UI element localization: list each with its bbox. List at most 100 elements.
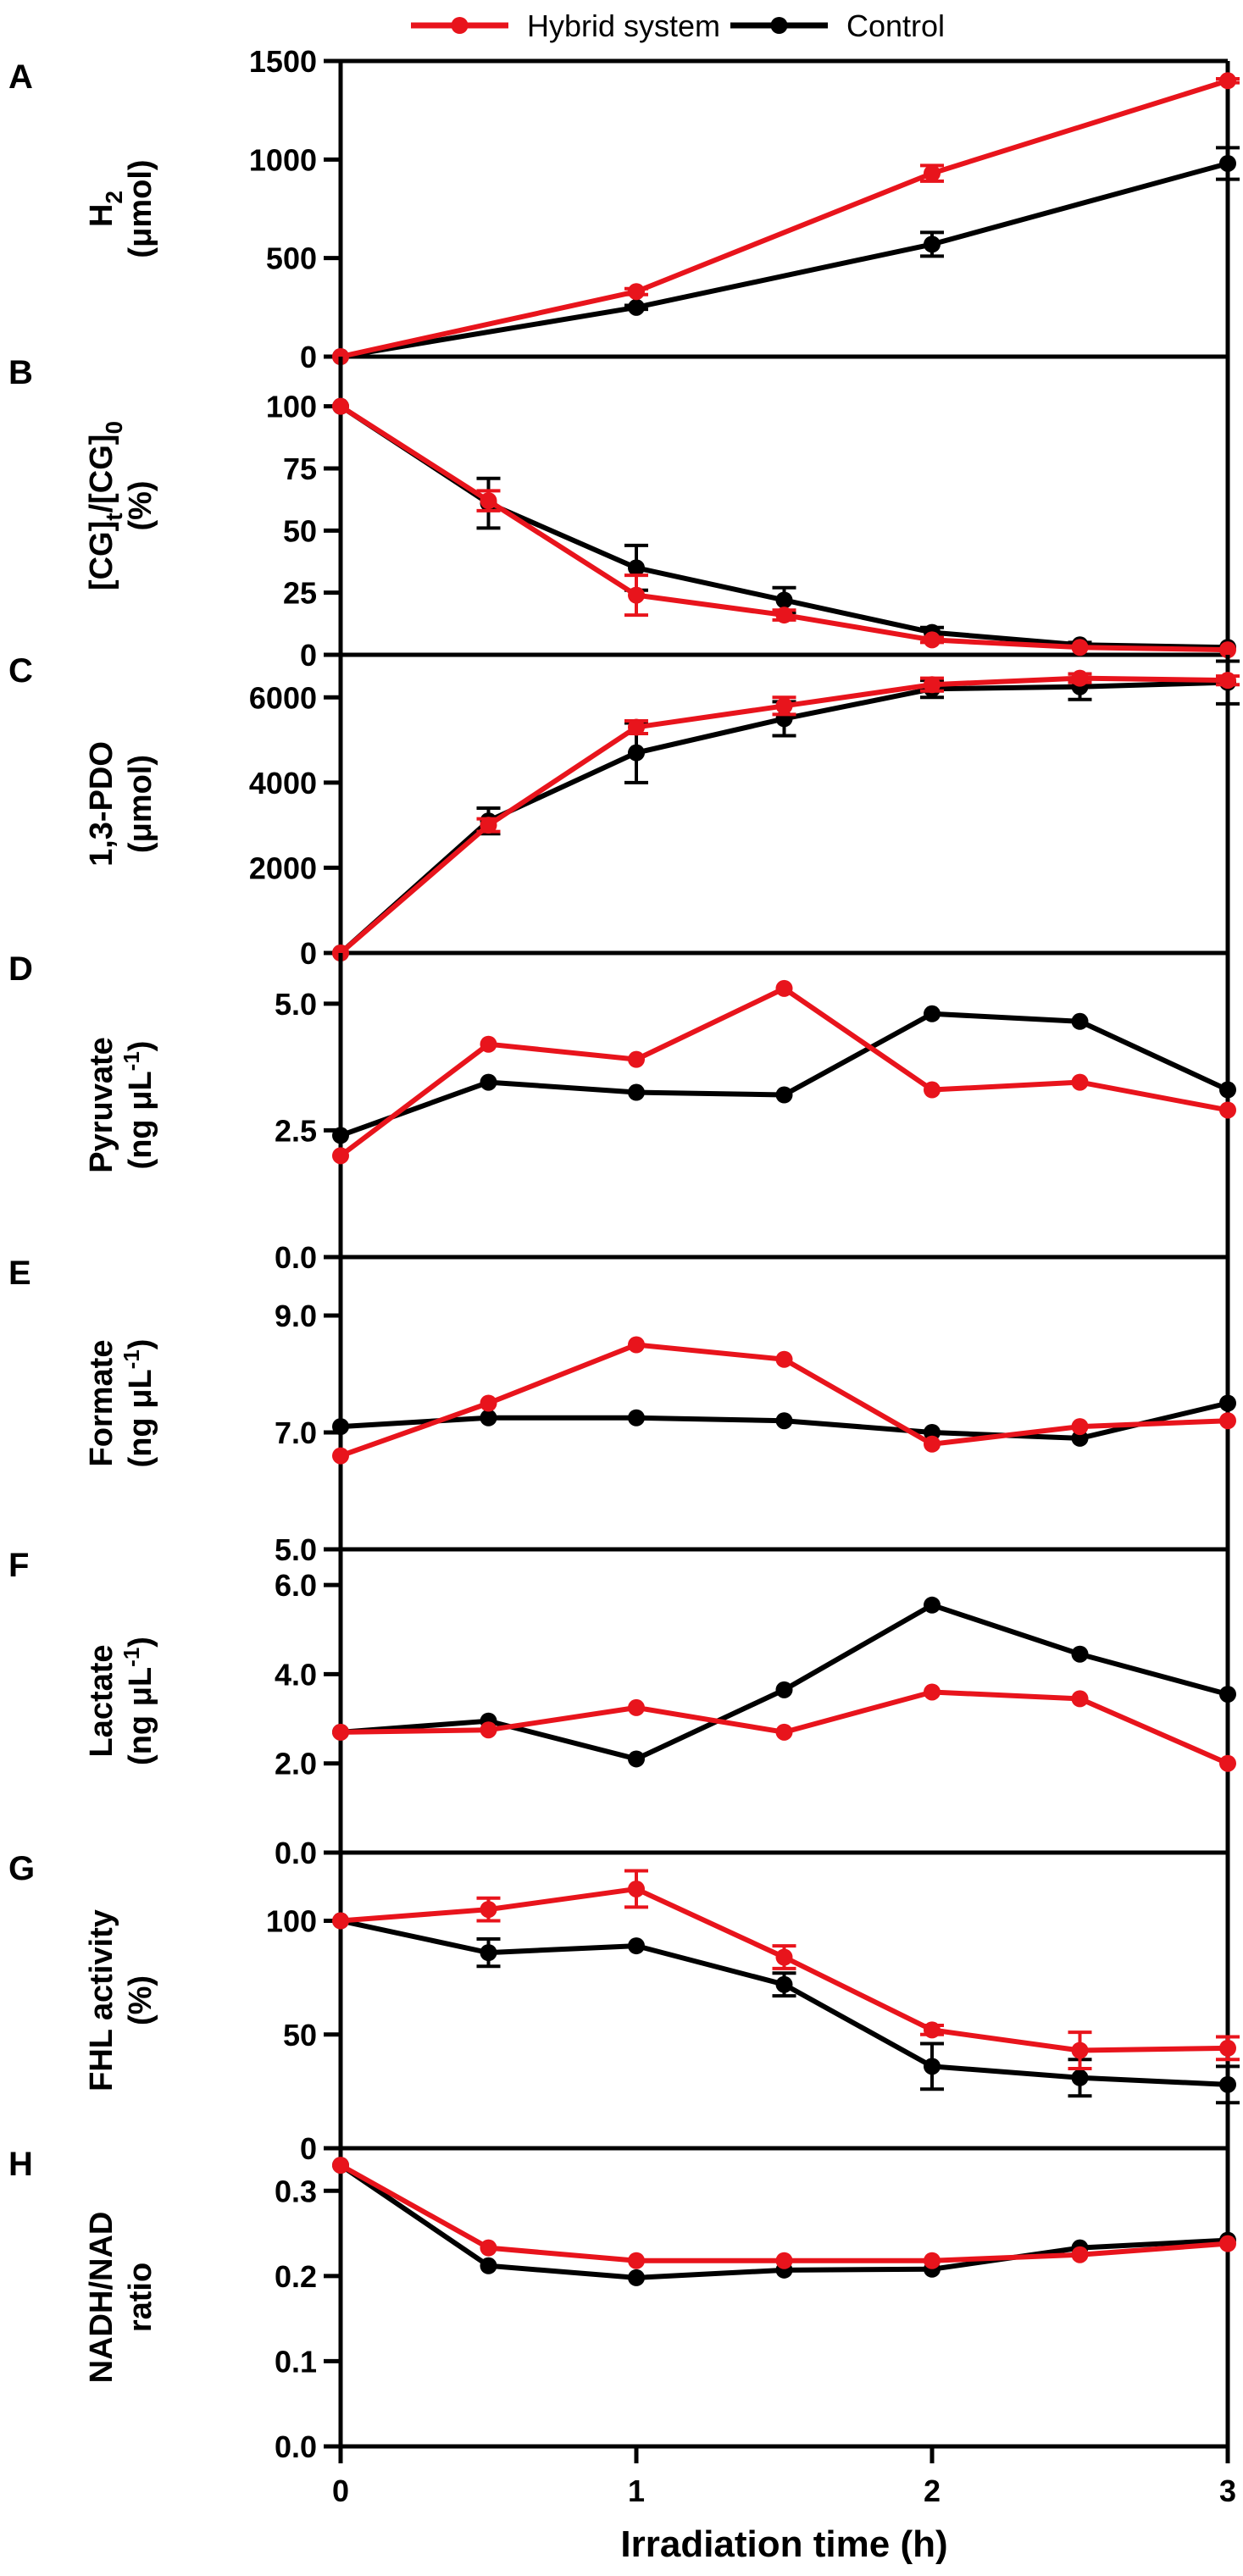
y-tick-label: 0 bbox=[300, 936, 317, 971]
series-line-hybrid-system bbox=[339, 985, 1229, 1158]
data-point-control bbox=[924, 2058, 941, 2075]
data-point-control bbox=[1071, 1429, 1089, 1447]
y-tick-label: 2.0 bbox=[275, 1747, 317, 1781]
data-point-hybrid-system bbox=[628, 1698, 645, 1716]
data-point-control bbox=[480, 1944, 497, 1962]
y-tick-label: 6.0 bbox=[275, 1568, 317, 1603]
y-tick-label: 1500 bbox=[249, 44, 317, 79]
x-axis-label: Irradiation time (h) bbox=[620, 2523, 947, 2565]
data-point-hybrid-system bbox=[924, 676, 941, 694]
data-point-hybrid-system bbox=[1071, 2041, 1089, 2059]
data-point-control bbox=[1071, 1012, 1089, 1030]
series-line-hybrid-system bbox=[340, 78, 1229, 359]
data-point-control bbox=[628, 1937, 645, 1955]
y-tick-label: 100 bbox=[266, 1904, 317, 1939]
y-tick-label: 0.0 bbox=[275, 2429, 317, 2464]
y-tick-label: 0 bbox=[300, 638, 317, 673]
panel-letter: B bbox=[8, 354, 33, 391]
data-point-hybrid-system bbox=[775, 697, 793, 715]
series-control bbox=[332, 1005, 1236, 1144]
data-point-control bbox=[628, 1409, 645, 1426]
legend-label-hybrid-system: Hybrid system bbox=[527, 8, 720, 43]
data-point-hybrid-system bbox=[775, 1948, 793, 1966]
y-tick-label: 1000 bbox=[249, 142, 317, 177]
data-point-hybrid-system bbox=[924, 1435, 941, 1453]
data-point-hybrid-system bbox=[332, 1447, 349, 1465]
data-point-control bbox=[775, 1681, 793, 1698]
data-point-control bbox=[775, 1412, 793, 1430]
y-axis-label: NADH/NAD ratio bbox=[84, 2212, 158, 2384]
data-point-hybrid-system bbox=[480, 1035, 497, 1053]
data-point-hybrid-system bbox=[1071, 639, 1089, 656]
x-tick-label: 0 bbox=[332, 2474, 349, 2508]
data-point-hybrid-system bbox=[1219, 672, 1236, 690]
y-tick-label: 4.0 bbox=[275, 1657, 317, 1692]
data-point-hybrid-system bbox=[1219, 2039, 1236, 2057]
panel-d: 0.0 2.5 5.0 D Pyruvate (ng μL-1) bbox=[8, 950, 1236, 1275]
data-point-hybrid-system bbox=[1219, 72, 1236, 90]
y-tick-label: 50 bbox=[283, 513, 317, 548]
data-point-hybrid-system bbox=[480, 817, 497, 834]
data-point-hybrid-system bbox=[1219, 1754, 1236, 1772]
series-control bbox=[332, 146, 1240, 365]
series-hybrid-system bbox=[332, 1683, 1236, 1772]
x-tick-label: 2 bbox=[924, 2474, 941, 2508]
data-point-hybrid-system bbox=[628, 586, 645, 604]
data-point-control bbox=[775, 1975, 793, 1993]
y-tick-label: 6000 bbox=[249, 680, 317, 715]
panel-a: 0 500 1000 1500 A H2(μmol) bbox=[8, 44, 1240, 374]
data-point-control bbox=[924, 235, 941, 253]
y-tick-label: 50 bbox=[283, 2018, 317, 2052]
data-point-control bbox=[628, 1750, 645, 1768]
data-point-control bbox=[480, 2257, 497, 2274]
x-tick-label: 3 bbox=[1219, 2474, 1236, 2508]
y-axis-label: [CG]t/[CG]0(%) bbox=[84, 421, 158, 590]
data-point-hybrid-system bbox=[480, 492, 497, 510]
panel-b: 0 25 50 75 100 B [CG]t/[CG]0(%) bbox=[8, 354, 1236, 673]
data-point-control bbox=[924, 1424, 941, 1441]
y-tick-label: 0.0 bbox=[275, 1240, 317, 1275]
data-point-hybrid-system bbox=[1219, 1101, 1236, 1119]
data-point-control bbox=[1219, 1081, 1236, 1099]
data-point-control bbox=[775, 1086, 793, 1104]
data-point-control bbox=[775, 591, 793, 609]
y-tick-label: 5.0 bbox=[275, 1532, 317, 1567]
data-point-hybrid-system bbox=[924, 631, 941, 649]
data-point-hybrid-system bbox=[480, 1901, 497, 1919]
series-hybrid-system bbox=[332, 2157, 1236, 2269]
series-hybrid-system bbox=[332, 669, 1240, 961]
panel-letter: G bbox=[8, 1850, 35, 1887]
legend-marker-control bbox=[770, 17, 788, 34]
data-point-control bbox=[628, 298, 645, 316]
series-hybrid-system bbox=[332, 1869, 1240, 2071]
panel-letter: E bbox=[8, 1255, 31, 1292]
data-point-hybrid-system bbox=[1071, 2246, 1089, 2263]
panel-g: 0 50 100 G FHL activity (%) bbox=[8, 1850, 1240, 2166]
y-axis-label: Lactate (ng μL-1) bbox=[84, 1637, 158, 1765]
y-tick-label: 75 bbox=[283, 451, 317, 486]
series-hybrid-system bbox=[332, 979, 1236, 1165]
data-point-control bbox=[1071, 1645, 1089, 1663]
data-point-hybrid-system bbox=[1071, 1073, 1089, 1091]
y-axis-label: Pyruvate (ng μL-1) bbox=[84, 1037, 158, 1173]
data-point-control bbox=[480, 1073, 497, 1091]
legend-label-control: Control bbox=[846, 8, 945, 43]
series-line-control bbox=[339, 1011, 1229, 1138]
data-point-hybrid-system bbox=[480, 2239, 497, 2257]
y-tick-label: 5.0 bbox=[275, 987, 317, 1022]
data-point-hybrid-system bbox=[628, 283, 645, 301]
data-point-hybrid-system bbox=[332, 1912, 349, 1930]
panel-letter: D bbox=[8, 950, 33, 988]
data-point-hybrid-system bbox=[332, 397, 349, 415]
series-hybrid-system bbox=[332, 72, 1240, 365]
y-tick-label: 7.0 bbox=[275, 1415, 317, 1450]
data-point-control bbox=[924, 1596, 941, 1614]
data-point-hybrid-system bbox=[480, 1394, 497, 1412]
data-point-hybrid-system bbox=[924, 164, 941, 182]
x-tick-label: 1 bbox=[628, 2474, 645, 2508]
data-point-hybrid-system bbox=[775, 979, 793, 997]
data-point-hybrid-system bbox=[1219, 641, 1236, 659]
data-point-hybrid-system bbox=[924, 1081, 941, 1099]
series-control bbox=[332, 1596, 1236, 1768]
data-point-hybrid-system bbox=[1219, 2235, 1236, 2252]
